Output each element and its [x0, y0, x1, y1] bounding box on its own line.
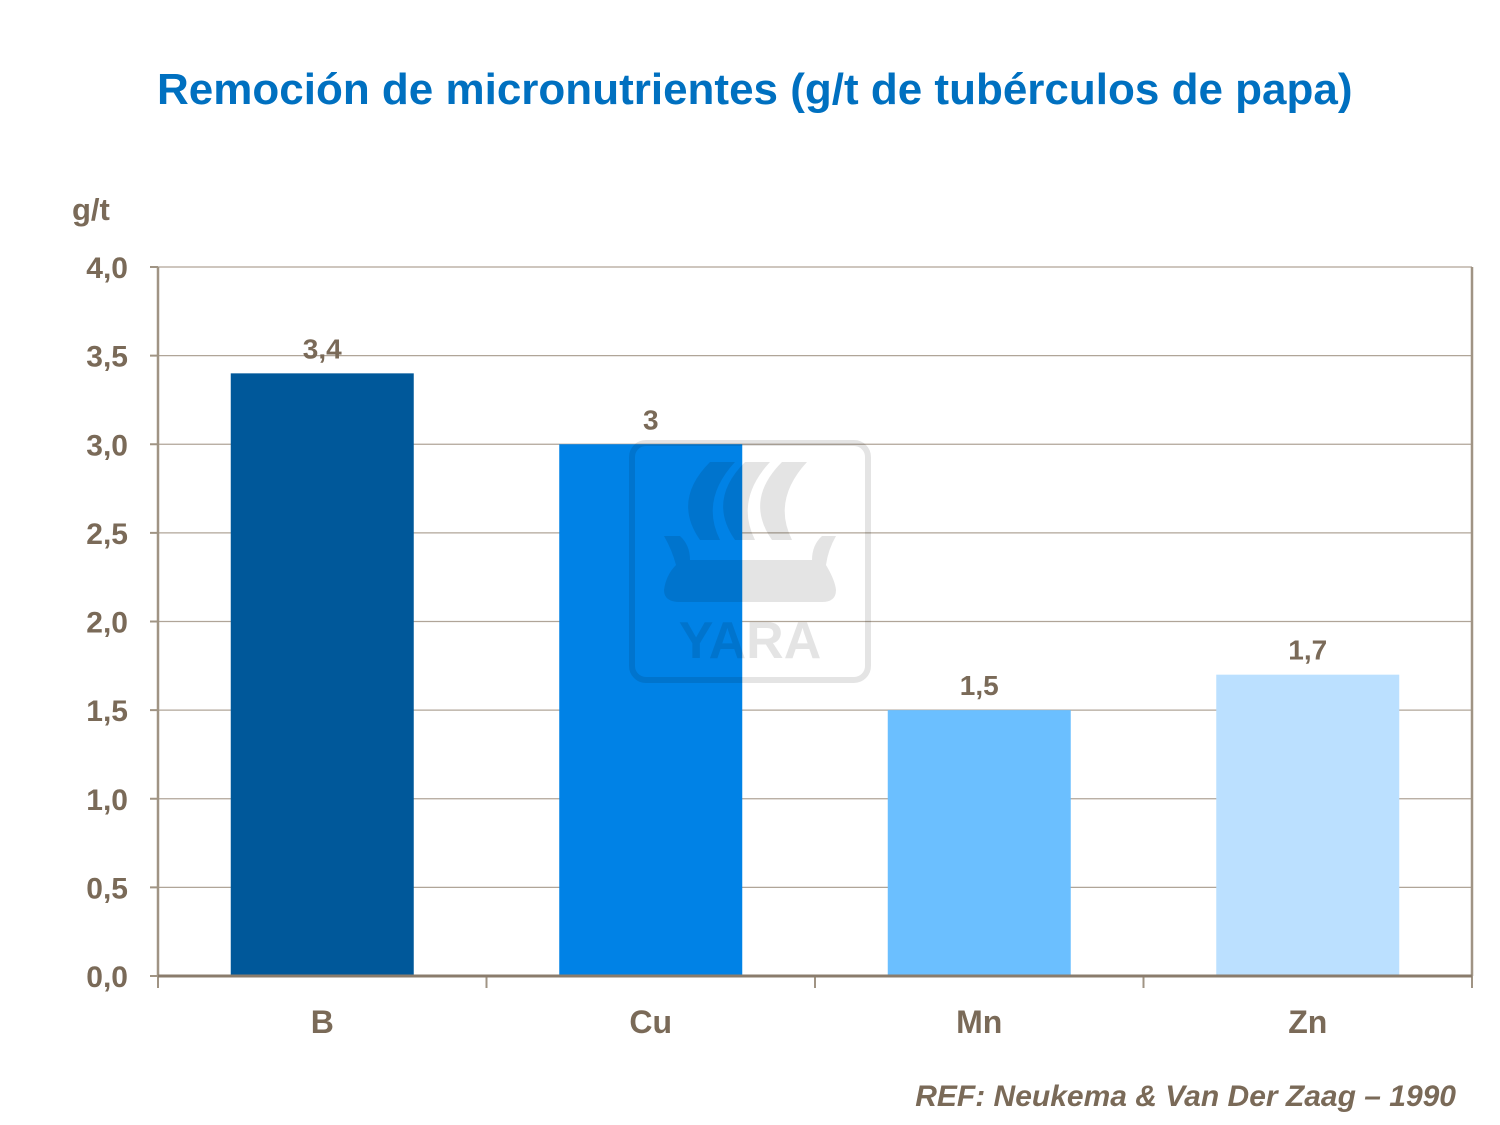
chart-title: Remoción de micronutrientes (g/t de tubé… [157, 65, 1353, 114]
bar-zn [1216, 674, 1400, 976]
y-tick-label: 2,0 [86, 607, 128, 640]
y-tick-label: 3,5 [86, 341, 128, 374]
y-tick-label: 1,5 [86, 695, 128, 728]
x-tick-label: B [311, 1004, 334, 1040]
data-label: 1,7 [1288, 635, 1327, 666]
bar-cu [559, 444, 743, 976]
y-tick-label: 3,0 [86, 429, 128, 462]
y-tick-label: 0,0 [86, 961, 128, 994]
yara-watermark-logo: YARA [629, 440, 871, 683]
y-tick-label: 2,5 [86, 518, 128, 551]
x-tick-label: Cu [629, 1004, 672, 1040]
svg-text:YARA: YARA [679, 612, 822, 670]
bar-b [230, 373, 414, 977]
data-label: 1,5 [960, 670, 999, 701]
x-tick-label: Zn [1288, 1004, 1327, 1040]
bar-mn [887, 710, 1071, 976]
data-label: 3 [643, 404, 659, 435]
data-label: 3,4 [303, 333, 342, 364]
y-tick-label: 0,5 [86, 872, 128, 905]
y-tick-label: 1,0 [86, 784, 128, 817]
reference-note: REF: Neukema & Van Der Zaag – 1990 [915, 1080, 1456, 1113]
x-tick-label: Mn [956, 1004, 1002, 1040]
y-tick-label: 4,0 [86, 252, 128, 285]
y-axis-label: g/t [72, 192, 110, 227]
